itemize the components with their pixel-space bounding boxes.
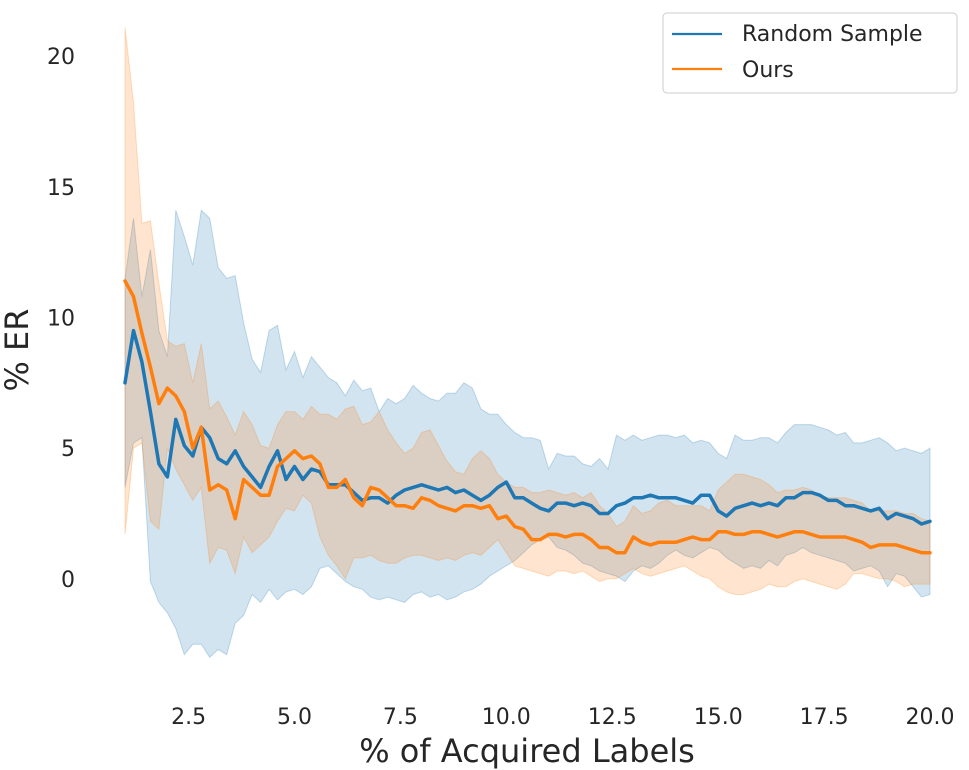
- legend-frame: [662, 12, 958, 94]
- x-tick-label: 5.0: [277, 705, 312, 730]
- x-tick-label: 2.5: [171, 705, 206, 730]
- x-axis-label: % of Acquired Labels: [359, 732, 695, 770]
- y-axis-ticks: 0 5 10 15 20: [47, 45, 75, 593]
- series-lines: [123, 279, 932, 555]
- y-tick-label: 15: [47, 176, 75, 201]
- line-ours: [123, 279, 932, 555]
- x-tick-label: 17.5: [800, 705, 849, 730]
- band-random-sample: [124, 209, 931, 659]
- legend-label-ours: Ours: [742, 58, 794, 83]
- y-tick-label: 20: [47, 45, 75, 70]
- legend-label-random-sample: Random Sample: [742, 22, 923, 47]
- legend: Random Sample Ours: [662, 12, 958, 94]
- x-tick-label: 20.0: [906, 705, 955, 730]
- x-tick-label: 10.0: [482, 705, 531, 730]
- y-tick-label: 0: [61, 568, 75, 593]
- band-ours: [124, 27, 931, 595]
- y-tick-label: 10: [47, 307, 75, 332]
- y-axis-label: % ER: [0, 308, 36, 391]
- y-tick-label: 5: [61, 437, 75, 462]
- x-tick-label: 12.5: [588, 705, 637, 730]
- x-axis-ticks: 2.5 5.0 7.5 10.0 12.5 15.0 17.5 20.0: [171, 705, 954, 730]
- confidence-bands: [124, 27, 931, 659]
- line-random-sample: [123, 328, 932, 526]
- x-tick-label: 15.0: [694, 705, 743, 730]
- x-tick-label: 7.5: [383, 705, 418, 730]
